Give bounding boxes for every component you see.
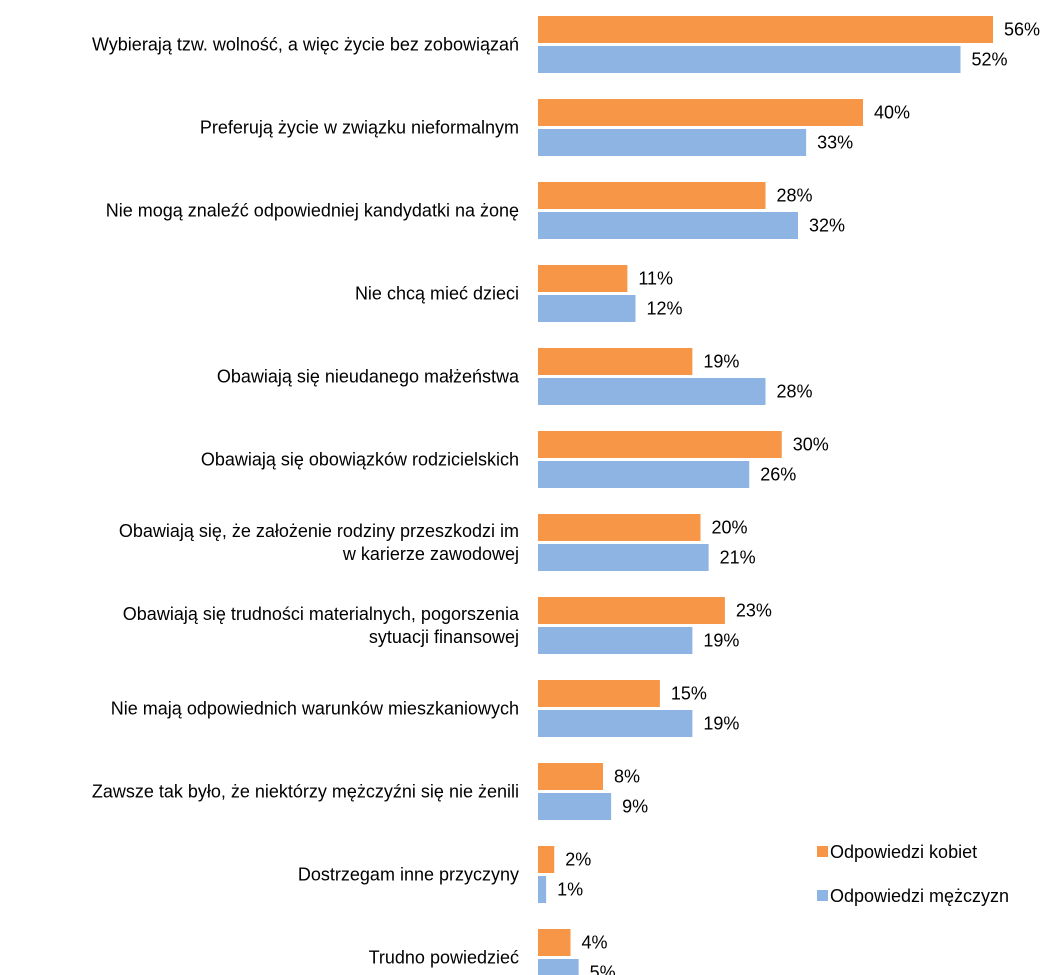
value-label-kobiety-5: 30%	[793, 435, 829, 455]
value-label-kobiety-9: 8%	[614, 767, 640, 787]
value-label-mezczyzni-4: 28%	[777, 382, 813, 402]
bar-kobiety-10	[538, 846, 555, 873]
category-label-0: Wybierają tzw. wolność, a więc życie bez…	[92, 35, 519, 55]
category-label-8: Nie mają odpowiednich warunków mieszkani…	[111, 699, 519, 719]
bar-kobiety-7	[538, 597, 725, 624]
value-label-mezczyzni-2: 32%	[809, 216, 845, 236]
value-label-mezczyzni-1: 33%	[817, 133, 853, 153]
bar-mezczyzni-8	[538, 710, 693, 737]
value-label-kobiety-0: 56%	[1004, 20, 1040, 40]
category-label-7-line-0: Obawiają się trudności materialnych, pog…	[123, 604, 520, 624]
bar-mezczyzni-2	[538, 212, 798, 239]
category-label-11: Trudno powiedzieć	[369, 948, 519, 968]
value-label-mezczyzni-5: 26%	[760, 465, 796, 485]
value-label-kobiety-10: 2%	[565, 850, 591, 870]
bar-kobiety-11	[538, 929, 571, 956]
bar-mezczyzni-4	[538, 378, 766, 405]
bar-mezczyzni-10	[538, 876, 547, 903]
bar-mezczyzni-3	[538, 295, 636, 322]
category-label-9: Zawsze tak było, że niektórzy mężczyźni …	[92, 782, 519, 802]
category-label-7-line-1: sytuacji finansowej	[369, 627, 519, 647]
category-label-4: Obawiają się nieudanego małżeństwa	[217, 367, 520, 387]
category-label-5: Obawiają się obowiązków rodzicielskich	[201, 450, 519, 470]
bar-mezczyzni-0	[538, 46, 961, 73]
value-label-kobiety-6: 20%	[712, 518, 748, 538]
category-label-6-line-0: Obawiają się, że założenie rodziny przes…	[119, 521, 519, 541]
bar-kobiety-0	[538, 16, 993, 43]
value-label-mezczyzni-6: 21%	[720, 548, 756, 568]
category-label-2: Nie mogą znaleźć odpowiedniej kandydatki…	[106, 201, 519, 221]
bar-mezczyzni-1	[538, 129, 807, 156]
value-label-kobiety-11: 4%	[582, 933, 608, 953]
legend-label-mezczyzni: Odpowiedzi mężczyzn	[830, 886, 1009, 906]
category-label-6-line-1: w karierze zawodowej	[342, 544, 519, 564]
value-label-mezczyzni-0: 52%	[972, 50, 1008, 70]
bar-kobiety-5	[538, 431, 782, 458]
value-label-kobiety-8: 15%	[671, 684, 707, 704]
value-label-mezczyzni-8: 19%	[703, 714, 739, 734]
value-label-mezczyzni-7: 19%	[703, 631, 739, 651]
value-label-mezczyzni-10: 1%	[557, 880, 583, 900]
category-label-1: Preferują życie w związku nieformalnym	[200, 118, 519, 138]
category-label-3: Nie chcą mieć dzieci	[355, 284, 519, 304]
bar-kobiety-8	[538, 680, 660, 707]
bar-kobiety-2	[538, 182, 766, 209]
legend-swatch-mezczyzni	[817, 890, 828, 901]
value-label-mezczyzni-11: 5%	[590, 963, 616, 975]
value-label-kobiety-7: 23%	[736, 601, 772, 621]
value-label-kobiety-3: 11%	[638, 269, 673, 289]
bar-kobiety-1	[538, 99, 863, 126]
bar-kobiety-4	[538, 348, 693, 375]
legend-label-kobiety: Odpowiedzi kobiet	[830, 842, 977, 862]
legend-swatch-kobiety	[817, 846, 828, 857]
bar-mezczyzni-7	[538, 627, 693, 654]
bar-kobiety-6	[538, 514, 701, 541]
value-label-kobiety-2: 28%	[777, 186, 813, 206]
bar-kobiety-9	[538, 763, 603, 790]
category-label-10: Dostrzegam inne przyczyny	[298, 865, 519, 885]
value-label-mezczyzni-3: 12%	[647, 299, 683, 319]
bar-kobiety-3	[538, 265, 628, 292]
value-label-mezczyzni-9: 9%	[622, 797, 648, 817]
value-label-kobiety-1: 40%	[874, 103, 910, 123]
bar-mezczyzni-11	[538, 959, 579, 975]
value-label-kobiety-4: 19%	[703, 352, 739, 372]
bar-mezczyzni-9	[538, 793, 612, 820]
bar-mezczyzni-6	[538, 544, 709, 571]
bar-mezczyzni-5	[538, 461, 750, 488]
